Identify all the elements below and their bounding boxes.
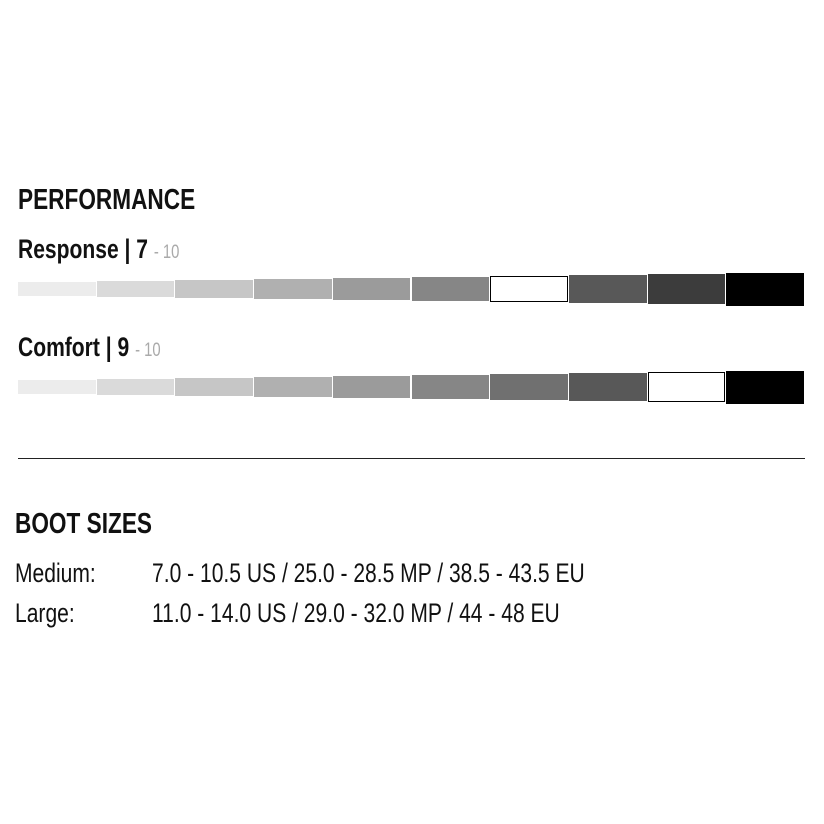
- size-value: 7.0 - 10.5 US / 25.0 - 28.5 MP / 38.5 - …: [152, 558, 585, 588]
- rating-segment: [175, 279, 254, 299]
- response-label: Response | 7 - 10: [18, 234, 180, 264]
- rating-segment: [411, 374, 490, 400]
- rating-segment: [332, 277, 411, 301]
- rating-segment: [647, 371, 726, 403]
- rating-segment: [96, 378, 175, 396]
- divider: [18, 458, 805, 459]
- rating-segment: [254, 278, 332, 300]
- rating-segment: [254, 376, 332, 398]
- rating-segment: [18, 282, 96, 296]
- response-rating-bar: [18, 269, 805, 309]
- rating-segment: [18, 380, 96, 394]
- rating-segment: [726, 370, 804, 404]
- comfort-label: Comfort | 9 - 10: [18, 332, 161, 362]
- rating-segment: [332, 375, 411, 399]
- size-label: Large:: [15, 598, 75, 628]
- rating-segment: [568, 372, 647, 402]
- performance-heading: PERFORMANCE: [18, 184, 196, 216]
- size-label: Medium:: [15, 558, 96, 588]
- rating-segment: [490, 373, 568, 401]
- rating-segment: [568, 274, 647, 304]
- rating-segment: [411, 276, 490, 302]
- rating-segment: [726, 272, 804, 306]
- rating-segment: [647, 273, 726, 305]
- size-value: 11.0 - 14.0 US / 29.0 - 32.0 MP / 44 - 4…: [152, 598, 560, 628]
- rating-segment: [96, 280, 175, 298]
- comfort-rating-bar: [18, 367, 805, 407]
- rating-segment: [490, 275, 568, 303]
- boot-sizes-heading: BOOT SIZES: [15, 508, 152, 540]
- rating-segment: [175, 377, 254, 397]
